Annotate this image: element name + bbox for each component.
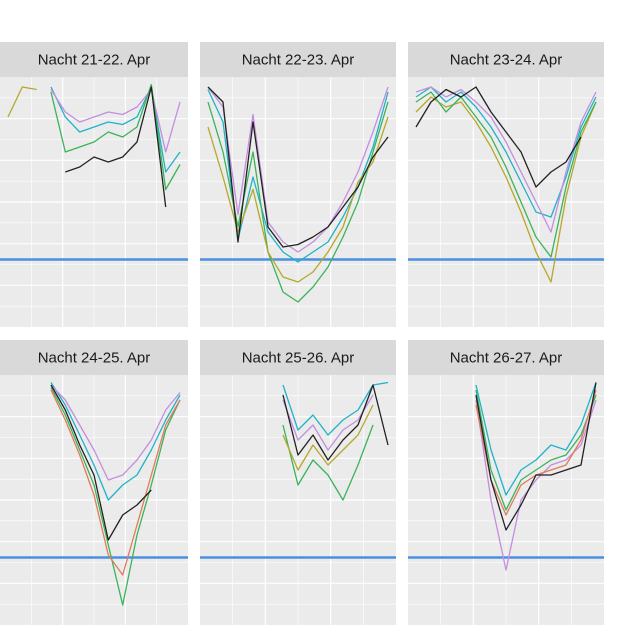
panel-title: Nacht 25-26. Apr: [242, 349, 355, 366]
series-line: [50, 384, 181, 481]
panel: [0, 77, 188, 327]
series-line: [50, 86, 181, 173]
strip: [200, 42, 396, 77]
panel: [408, 375, 604, 625]
series-line: [282, 404, 374, 471]
series-line: [282, 384, 389, 461]
series-line: [415, 91, 597, 258]
series-line: [207, 86, 389, 253]
strip: [200, 340, 396, 375]
series-line: [475, 382, 597, 496]
panel-title: Nacht 26-27. Apr: [450, 349, 563, 366]
series-line: [415, 96, 597, 283]
series-line: [282, 424, 374, 501]
series-line: [50, 384, 152, 541]
panel: [200, 375, 396, 625]
series-line: [7, 86, 37, 118]
series-line: [50, 382, 181, 501]
strip: [408, 340, 604, 375]
panel: [408, 77, 604, 327]
series-line: [50, 387, 181, 606]
panel-title: Nacht 24-25. Apr: [38, 349, 151, 366]
series-line: [282, 394, 374, 451]
series-line: [50, 88, 181, 153]
series-line: [207, 116, 389, 283]
series-line: [50, 389, 181, 576]
series-line: [65, 86, 167, 208]
strip: [0, 340, 188, 375]
series-line: [475, 382, 597, 531]
panel: [200, 77, 396, 327]
panel-title: Nacht 21-22. Apr: [38, 51, 151, 68]
series-line: [50, 83, 181, 191]
series-line: [207, 101, 389, 303]
panel-title: Nacht 23-24. Apr: [450, 51, 563, 68]
series-line: [475, 389, 597, 511]
series-line: [415, 86, 597, 218]
series-line: [282, 381, 389, 436]
strip: [0, 42, 188, 77]
series-line: [415, 86, 582, 188]
series-line: [415, 86, 597, 233]
series-line: [207, 86, 389, 248]
strip: [408, 42, 604, 77]
series-line: [475, 399, 597, 571]
panel-title: Nacht 22-23. Apr: [242, 51, 355, 68]
panel: [0, 375, 188, 625]
